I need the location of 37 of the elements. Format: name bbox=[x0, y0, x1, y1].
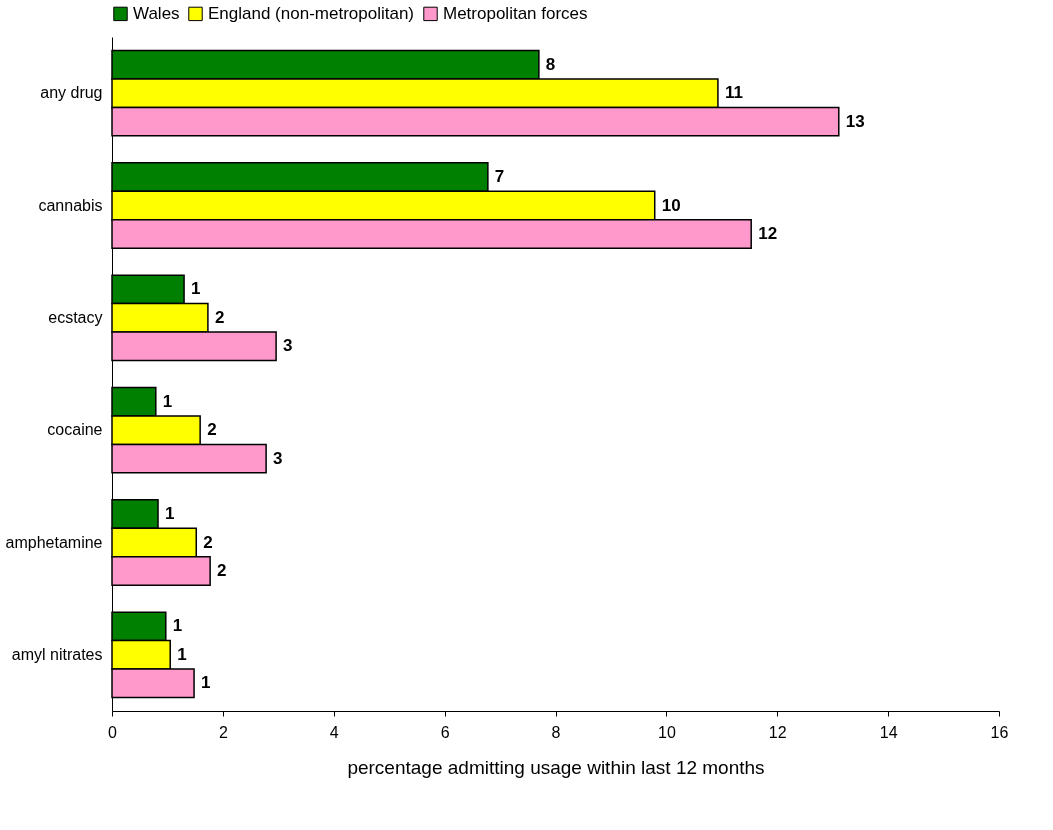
data-label: 3 bbox=[273, 448, 283, 468]
x-tick-label: 12 bbox=[768, 723, 787, 741]
data-label: 1 bbox=[191, 279, 201, 299]
y-tick-label: amyl nitrates bbox=[11, 645, 103, 663]
data-label: 1 bbox=[172, 616, 183, 636]
y-tick-label: any drug bbox=[40, 84, 103, 102]
legend-label: Metropolitan forces bbox=[443, 3, 588, 23]
x-tick-label: 10 bbox=[657, 723, 676, 741]
data-label: 2 bbox=[203, 532, 213, 552]
x-tick-label: 4 bbox=[329, 723, 339, 741]
x-tick-label: 8 bbox=[551, 723, 561, 741]
x-tick-label: 6 bbox=[440, 723, 450, 741]
y-tick-label: cocaine bbox=[47, 421, 103, 439]
data-label: 3 bbox=[283, 336, 293, 356]
data-label: 12 bbox=[758, 223, 778, 243]
x-tick-label: 0 bbox=[108, 723, 118, 741]
data-label: 2 bbox=[217, 560, 227, 580]
data-label: 2 bbox=[214, 307, 225, 327]
x-tick-label: 16 bbox=[990, 723, 1009, 741]
x-tick-label: 2 bbox=[218, 723, 228, 741]
data-label: 1 bbox=[165, 504, 175, 524]
data-label: 13 bbox=[845, 111, 865, 131]
data-label: 1 bbox=[162, 391, 173, 411]
data-label: 2 bbox=[207, 420, 217, 440]
data-label: 10 bbox=[661, 195, 681, 215]
data-label: 8 bbox=[545, 54, 556, 74]
data-label: 1 bbox=[177, 644, 187, 664]
legend-label: England (non-metropolitan) bbox=[208, 3, 415, 23]
legend-label: Wales bbox=[133, 3, 180, 23]
data-label: 11 bbox=[724, 83, 743, 103]
y-tick-label: amphetamine bbox=[5, 533, 103, 551]
data-label: 7 bbox=[494, 167, 505, 187]
y-tick-label: ecstacy bbox=[48, 308, 103, 326]
data-label: 1 bbox=[201, 673, 211, 693]
x-tick-label: 14 bbox=[879, 723, 898, 741]
x-axis-title: percentage admitting usage within last 12 months bbox=[347, 756, 765, 778]
y-tick-label: cannabis bbox=[38, 196, 103, 214]
